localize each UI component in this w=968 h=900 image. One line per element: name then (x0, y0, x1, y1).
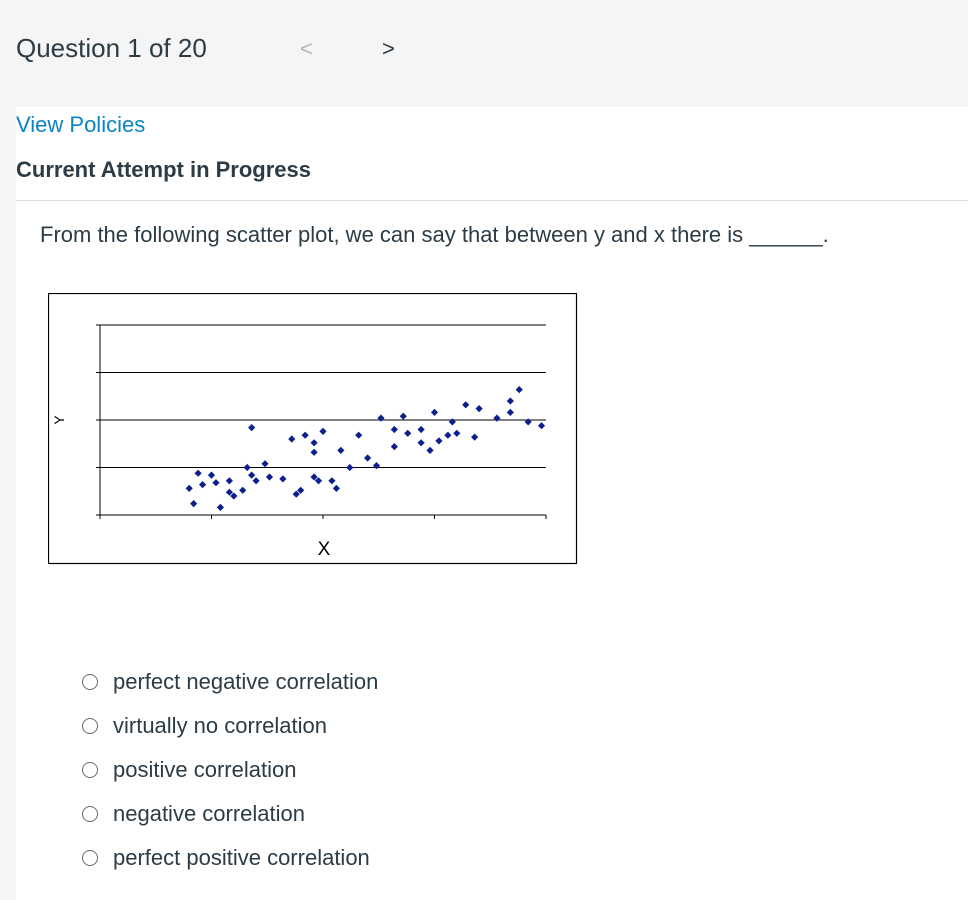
data-point (417, 425, 425, 434)
data-point (355, 431, 363, 439)
scatter-plot: X Y (48, 293, 578, 565)
data-point (448, 418, 456, 426)
answer-options: perfect negative correlation virtually n… (82, 660, 378, 880)
left-margin-strip (0, 107, 16, 900)
data-point (230, 492, 238, 500)
data-point (328, 477, 336, 485)
answer-option[interactable]: positive correlation (82, 748, 378, 792)
data-point (288, 435, 296, 443)
answer-label: positive correlation (113, 757, 297, 782)
previous-question-button[interactable]: < (300, 36, 313, 62)
question-counter: Question 1 of 20 (16, 33, 207, 63)
data-point (506, 397, 514, 405)
data-point (310, 439, 318, 447)
radio-button[interactable] (82, 762, 98, 778)
divider (16, 200, 968, 201)
data-point (435, 437, 443, 445)
answer-label: negative correlation (113, 801, 306, 826)
chevron-right-icon: > (382, 36, 395, 61)
data-point (426, 446, 434, 454)
data-point (310, 448, 318, 456)
data-point (462, 401, 470, 409)
data-point (524, 418, 532, 426)
next-question-button[interactable]: > (382, 36, 395, 62)
data-point (475, 405, 483, 413)
data-point (212, 479, 220, 487)
answer-label: virtually no correlation (113, 713, 327, 738)
answer-option[interactable]: virtually no correlation (82, 704, 378, 748)
data-point (404, 429, 412, 437)
data-point (297, 486, 305, 494)
view-policies-link[interactable]: View Policies (16, 112, 146, 137)
data-point (337, 446, 345, 454)
answer-option[interactable]: perfect negative correlation (82, 660, 378, 704)
data-point (417, 439, 425, 447)
data-point (399, 412, 407, 420)
data-point (265, 473, 274, 481)
data-point (314, 477, 323, 485)
answer-label: perfect negative correlation (113, 669, 379, 694)
answer-option[interactable]: negative correlation (82, 792, 378, 836)
attempt-status: Current Attempt in Progress (16, 157, 312, 182)
data-point (453, 429, 461, 437)
question-header-bar: Question 1 of 20 < > (0, 0, 968, 107)
data-point (239, 486, 247, 494)
radio-button[interactable] (82, 674, 98, 690)
answer-label: perfect positive correlation (113, 845, 370, 870)
radio-button[interactable] (82, 806, 98, 822)
data-point (252, 477, 260, 485)
x-axis-label: X (318, 539, 331, 560)
data-point (444, 431, 452, 439)
data-point (364, 454, 372, 462)
data-point (310, 473, 318, 481)
y-axis-label: Y (51, 415, 67, 425)
data-point (390, 425, 398, 434)
radio-button[interactable] (82, 718, 98, 734)
data-point (537, 422, 546, 430)
data-point (225, 477, 233, 485)
data-point (243, 463, 251, 472)
question-text: From the following scatter plot, we can … (40, 222, 829, 247)
radio-button[interactable] (82, 850, 98, 866)
chevron-left-icon: < (300, 36, 313, 61)
data-point (346, 463, 354, 472)
plot-frame (48, 293, 578, 565)
data-point (225, 488, 233, 496)
data-point (194, 469, 202, 477)
answer-option[interactable]: perfect positive correlation (82, 836, 378, 880)
